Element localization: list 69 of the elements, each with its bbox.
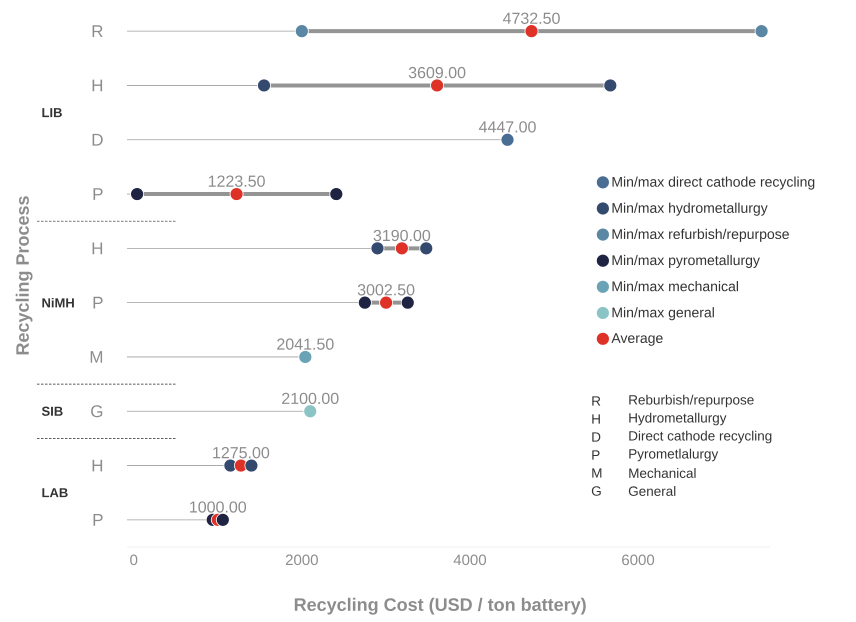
point <box>379 296 393 310</box>
legend-label: Min/max direct cathode recycling <box>612 176 814 190</box>
point <box>500 132 514 147</box>
data-label: 1000.00 <box>190 501 246 513</box>
data-label: 4447.00 <box>478 121 536 133</box>
x-tick-label: 0 <box>130 554 138 566</box>
point <box>419 241 434 256</box>
point <box>216 512 230 527</box>
y-tick-label: H <box>92 242 102 254</box>
x-axis-title: Recycling Cost (USD / ton battery) <box>294 598 586 615</box>
data-label: 2041.50 <box>277 338 334 350</box>
annotation: Mechanical <box>629 468 696 478</box>
annotation: G <box>592 486 601 496</box>
point <box>430 78 444 92</box>
data-label: 4732.50 <box>502 12 560 24</box>
data-label: 3190.00 <box>374 230 430 242</box>
annotation: D <box>592 432 600 442</box>
x-tick-label: 4000 <box>454 554 486 566</box>
annotation: P <box>592 450 600 460</box>
data-label: 2100.00 <box>282 392 339 404</box>
annotation: Reburbish/repurpose <box>629 394 754 408</box>
annotation: R <box>592 396 600 406</box>
point <box>230 187 244 201</box>
x-tick-label: 6000 <box>622 554 654 566</box>
y-axis-title: Recycling Process <box>16 196 33 354</box>
point <box>298 350 312 364</box>
annotation: Direct cathode recycling <box>629 430 772 444</box>
point <box>394 241 409 256</box>
legend-label: Min/max mechanical <box>612 281 738 292</box>
legend-label: Min/max hydrometallurgy <box>612 202 768 216</box>
legend-label: Min/max general <box>612 307 714 320</box>
text: SIB <box>42 406 63 416</box>
point <box>400 296 415 310</box>
point <box>370 241 384 256</box>
y-tick-label: D <box>92 134 103 146</box>
point <box>524 24 538 38</box>
y-tick-label: P <box>94 514 103 526</box>
y-tick-label: P <box>94 296 103 309</box>
legend-label: Min/max pyrometallurgy <box>612 254 760 268</box>
point <box>754 24 768 38</box>
annotation: H <box>592 414 600 424</box>
y-tick-label: G <box>91 405 102 418</box>
data-label: 1275.00 <box>213 447 270 458</box>
point <box>603 78 618 92</box>
data-label: 1223.50 <box>208 176 265 187</box>
annotation: Hydrometallurgy <box>629 412 726 426</box>
y-tick-label: H <box>92 80 102 92</box>
legend-label: Average <box>611 333 663 346</box>
point <box>358 296 372 310</box>
y-tick-label: H <box>92 460 102 472</box>
text: LAB <box>42 488 68 498</box>
text: LIB <box>42 108 62 118</box>
point <box>329 187 344 201</box>
annotation: M <box>592 468 602 478</box>
point <box>257 78 271 92</box>
data-label: 3609.00 <box>408 66 466 78</box>
legend-label: Min/max refurbish/repurpose <box>612 228 789 242</box>
point <box>244 458 258 472</box>
y-tick-label: R <box>92 25 103 38</box>
y-tick-label: M <box>90 351 102 363</box>
data-label: 3002.50 <box>358 284 414 296</box>
x-tick-label: 2000 <box>286 554 318 566</box>
annotation: General <box>628 486 676 496</box>
point <box>303 404 318 418</box>
point <box>294 24 309 38</box>
y-tick-label: P <box>94 188 103 200</box>
point <box>130 187 144 201</box>
text: NiMH <box>42 298 74 308</box>
annotation: Pyrometlalurgy <box>629 448 718 462</box>
